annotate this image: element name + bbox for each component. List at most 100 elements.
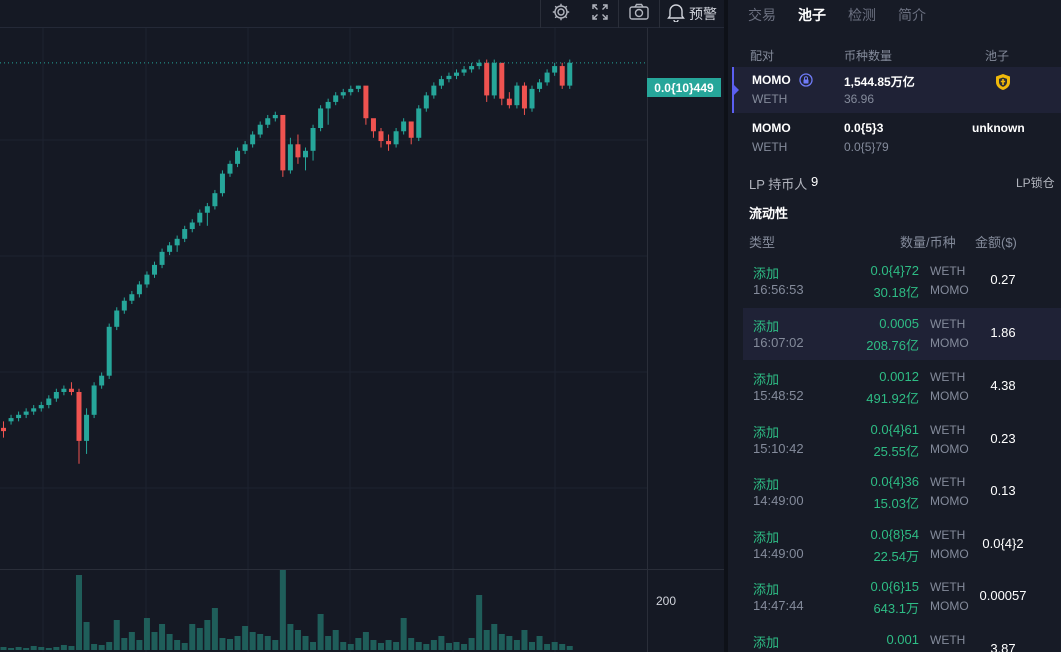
- liquidity-row[interactable]: 添加 15:10:42 0.0{4}61 WETH 25.55亿 MOMO 0.23: [743, 414, 1061, 466]
- candle-body: [1, 427, 6, 432]
- volume-bar: [15, 647, 22, 650]
- candle-body: [446, 75, 452, 80]
- volume-bar: [544, 644, 551, 650]
- liq-momo-symbol: MOMO: [930, 442, 969, 456]
- tab-pools[interactable]: 池子: [798, 7, 826, 23]
- liq-weth-symbol: WETH: [930, 264, 966, 278]
- lp-lock-link[interactable]: LP锁仓: [1016, 176, 1055, 190]
- liq-momo-symbol: MOMO: [930, 336, 969, 350]
- liq-momo-amount: 208.76亿: [866, 338, 919, 353]
- liq-header-type: 类型: [749, 235, 776, 250]
- volume-bar: [91, 644, 98, 650]
- liq-weth-amount: 0.0{4}36: [870, 474, 919, 489]
- liq-momo-symbol: MOMO: [930, 283, 969, 297]
- volume-bar: [272, 640, 279, 650]
- liq-type: 添加: [753, 477, 780, 492]
- liq-usd-value: 0.0{4}2: [982, 536, 1024, 551]
- candle-body: [529, 88, 535, 109]
- liq-momo-amount: 491.92亿: [866, 391, 919, 406]
- candle-body: [537, 82, 543, 89]
- fullscreen-button[interactable]: [585, 0, 615, 28]
- candle-body: [552, 66, 558, 73]
- liq-type: 添加: [753, 266, 780, 281]
- candle-body: [121, 300, 127, 311]
- alert-button[interactable]: 预警: [664, 0, 720, 28]
- volume-bar: [393, 642, 400, 650]
- liq-time: 14:49:00: [753, 493, 804, 508]
- volume-bar: [196, 628, 203, 650]
- volume-bar: [128, 632, 135, 650]
- volume-bar: [98, 645, 105, 650]
- pool-quote-amount: 36.96: [844, 92, 875, 106]
- volume-bar: [166, 634, 173, 650]
- volume-bar: [294, 630, 301, 650]
- volume-bar: [332, 630, 339, 650]
- volume-bar: [521, 630, 528, 650]
- liq-type: 添加: [753, 319, 780, 334]
- candle-body: [129, 294, 135, 301]
- liquidity-row[interactable]: 添加 16:56:53 0.0{4}72 WETH 30.18亿 MOMO 0.27: [743, 255, 1061, 307]
- pool-base-amount: 0.0{5}3: [844, 121, 884, 135]
- liq-time: 15:48:52: [753, 388, 804, 403]
- settings-button[interactable]: [546, 0, 576, 28]
- candle-body: [469, 66, 475, 70]
- pool-quote-token: WETH: [752, 92, 788, 106]
- liquidity-row[interactable]: 添加 15:48:52 0.0012 WETH 491.92亿 MOMO 4.38: [743, 361, 1061, 413]
- gear-icon: [551, 2, 571, 27]
- candle-body: [363, 85, 369, 119]
- volume-bar: [408, 638, 415, 650]
- liquidity-row[interactable]: 添加 14:49:00 0.0{8}54 WETH 22.54万 MOMO 0.0{4}2: [743, 519, 1061, 571]
- candle-body: [287, 144, 293, 171]
- candlestick-chart[interactable]: [0, 0, 724, 652]
- liq-momo-amount: 22.54万: [873, 549, 919, 564]
- tab-intro[interactable]: 简介: [898, 7, 926, 23]
- volume-bar: [453, 642, 460, 650]
- volume-bar: [136, 640, 143, 650]
- liquidity-row[interactable]: 添加 0.001 WETH 3.87: [743, 624, 1061, 652]
- pool-row[interactable]: MOMO WETH 1,544.85万亿 36.96: [732, 67, 1061, 113]
- liq-momo-amount: 643.1万: [873, 601, 919, 616]
- volume-bar: [264, 636, 271, 650]
- selected-marker: [732, 67, 734, 113]
- candle-body: [310, 128, 316, 151]
- volume-bar: [445, 643, 452, 650]
- liq-type: 添加: [753, 530, 780, 545]
- liq-momo-symbol: MOMO: [930, 389, 969, 403]
- chart-pane[interactable]: 预警 0.0{10}449 200: [0, 0, 724, 652]
- pool-quote-token: WETH: [752, 140, 788, 154]
- pool-quote-amount: 0.0{5}79: [844, 140, 889, 154]
- liq-momo-symbol: MOMO: [930, 494, 969, 508]
- liq-type: 添加: [753, 372, 780, 387]
- snapshot-button[interactable]: [623, 0, 655, 28]
- lock-badge-icon: [799, 73, 813, 92]
- tab-trade[interactable]: 交易: [748, 7, 776, 23]
- candle-body: [212, 193, 218, 207]
- volume-bar: [400, 618, 407, 650]
- candle-body: [559, 66, 565, 86]
- candle-body: [46, 398, 52, 406]
- liq-header-amount: 数量/币种: [900, 235, 956, 250]
- volume-bar: [476, 595, 483, 650]
- candle-body: [378, 131, 384, 142]
- volume-bar: [38, 647, 45, 650]
- liq-usd-value: 0.23: [990, 431, 1016, 446]
- expand-icon: [590, 2, 610, 27]
- liquidity-row[interactable]: 添加 14:49:00 0.0{4}36 WETH 15.03亿 MOMO 0.13: [743, 466, 1061, 518]
- tab-check[interactable]: 检测: [848, 7, 876, 23]
- candle-body: [227, 163, 233, 174]
- lp-holders-label: LP 持币人: [749, 177, 808, 192]
- candle-body: [38, 405, 44, 409]
- candle-body: [114, 310, 120, 327]
- candle-body: [521, 85, 527, 109]
- volume-bar: [181, 643, 188, 650]
- pool-row[interactable]: MOMO WETH 0.0{5}3 0.0{5}79 unknown: [732, 115, 1061, 161]
- liq-weth-symbol: WETH: [930, 317, 966, 331]
- liquidity-row[interactable]: 添加 14:47:44 0.0{6}15 WETH 643.1万 MOMO 0.00057: [743, 571, 1061, 623]
- pool-base-token: MOMO: [752, 73, 791, 87]
- candle-body: [16, 414, 22, 419]
- candle-body: [189, 222, 195, 230]
- liquidity-row[interactable]: 添加 16:07:02 0.0005 WETH 208.76亿 MOMO 1.86: [743, 308, 1061, 360]
- volume-bar: [204, 620, 211, 650]
- side-panel: 交易 池子 检测 简介 配对 币种数量 池子 MOMO WETH 1,544.8…: [724, 0, 1061, 652]
- liq-weth-symbol: WETH: [930, 580, 966, 594]
